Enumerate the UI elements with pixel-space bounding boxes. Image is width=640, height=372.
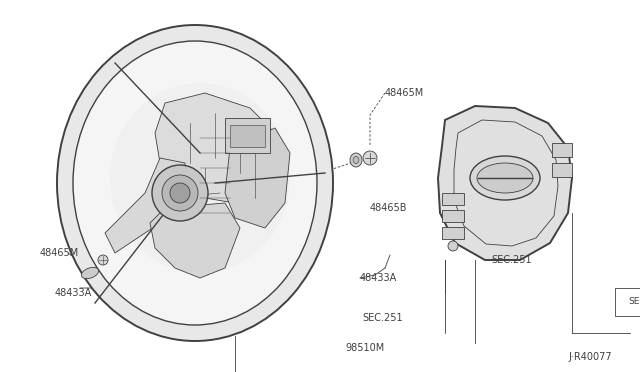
Text: 48465B: 48465B: [370, 203, 408, 213]
Text: 48400M: 48400M: [172, 42, 212, 52]
Polygon shape: [225, 128, 290, 228]
Ellipse shape: [57, 25, 333, 341]
Circle shape: [448, 241, 458, 251]
Text: 98510M: 98510M: [346, 343, 385, 353]
FancyBboxPatch shape: [442, 210, 464, 222]
Text: SEC.251: SEC.251: [491, 255, 532, 265]
Text: 48465M: 48465M: [40, 248, 79, 258]
Text: J·R40077: J·R40077: [568, 352, 612, 362]
Circle shape: [363, 151, 377, 165]
Text: 48465M: 48465M: [385, 88, 424, 98]
FancyBboxPatch shape: [225, 118, 270, 153]
Ellipse shape: [152, 165, 208, 221]
Ellipse shape: [81, 267, 99, 279]
Ellipse shape: [73, 41, 317, 325]
Ellipse shape: [353, 157, 359, 164]
Ellipse shape: [170, 183, 190, 203]
FancyBboxPatch shape: [442, 227, 464, 239]
Ellipse shape: [477, 163, 533, 193]
FancyBboxPatch shape: [230, 125, 265, 147]
Polygon shape: [105, 158, 185, 253]
Text: 48433A: 48433A: [55, 288, 92, 298]
Ellipse shape: [162, 175, 198, 211]
Ellipse shape: [110, 83, 290, 273]
FancyBboxPatch shape: [442, 193, 464, 205]
Polygon shape: [155, 93, 280, 203]
FancyBboxPatch shape: [552, 143, 572, 157]
Polygon shape: [150, 203, 240, 278]
FancyBboxPatch shape: [552, 163, 572, 177]
Ellipse shape: [470, 156, 540, 200]
Ellipse shape: [350, 153, 362, 167]
Bar: [615, 288, 640, 316]
Text: SEC.251: SEC.251: [362, 313, 403, 323]
Circle shape: [98, 255, 108, 265]
Text: SEC.251: SEC.251: [628, 298, 640, 307]
Text: 48433A: 48433A: [360, 273, 397, 283]
Polygon shape: [438, 106, 572, 260]
